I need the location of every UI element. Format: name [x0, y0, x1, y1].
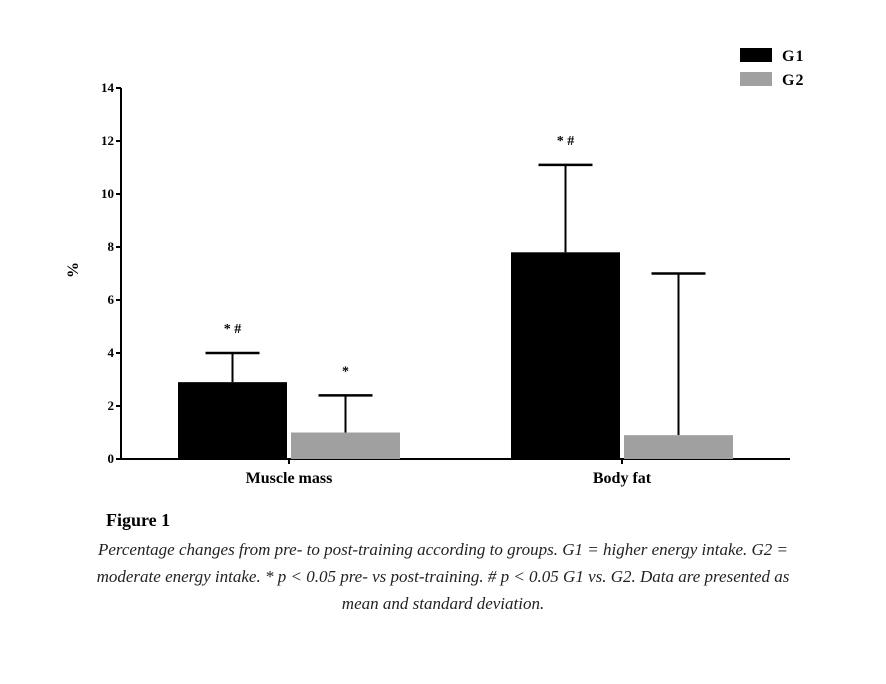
legend-label-g1: G1 — [782, 48, 804, 65]
significance-label: * — [342, 364, 349, 379]
legend-label-g2: G2 — [782, 72, 804, 89]
y-tick-label: 0 — [108, 451, 115, 466]
legend-swatch-g2 — [740, 72, 772, 86]
y-axis-label: % — [65, 262, 82, 278]
y-tick-label: 4 — [108, 345, 115, 360]
chart-area: 0 2 4 6 8 10 12 14 Muscle mass Body fat * # * * # G… — [65, 48, 804, 487]
figure-title: Figure 1 — [106, 510, 171, 530]
y-tick-label: 6 — [108, 292, 115, 307]
y-tick-label: 10 — [101, 186, 114, 201]
y-tick-label: 12 — [101, 133, 114, 148]
y-tick-label: 8 — [108, 239, 115, 254]
bar-g1 — [178, 382, 287, 459]
y-tick-label: 2 — [108, 398, 115, 413]
legend-swatch-g1 — [740, 48, 772, 62]
x-category-label: Muscle mass — [246, 470, 333, 487]
bar-g2 — [291, 432, 400, 459]
bar-g1 — [511, 252, 620, 459]
bars: * # * * # — [178, 134, 733, 459]
bar-g2 — [624, 435, 733, 459]
bar-chart: 0 2 4 6 8 10 12 14 Muscle mass Body fat * # * * # G… — [65, 48, 804, 487]
significance-label: * # — [224, 322, 242, 337]
y-tick-label: 14 — [101, 80, 115, 95]
significance-label: * # — [557, 134, 575, 149]
figure-caption: Percentage changes from pre- to post-tra… — [96, 540, 790, 613]
x-category-label: Body fat — [593, 470, 652, 487]
